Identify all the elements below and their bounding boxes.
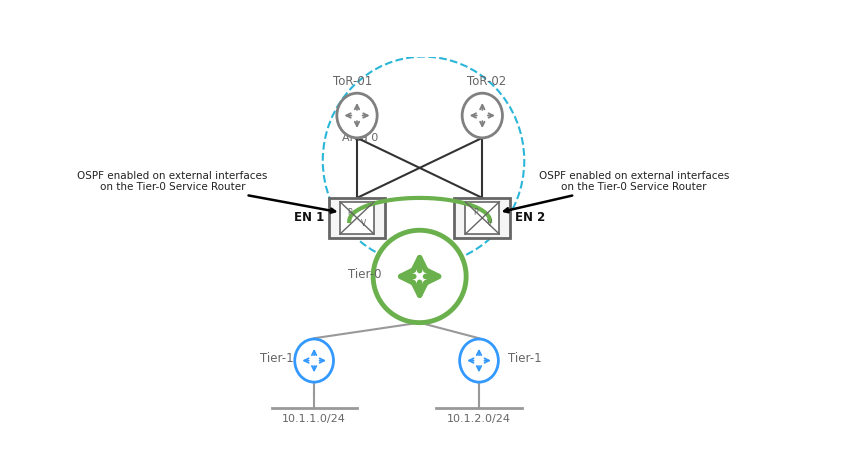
Text: V: V [487,219,492,228]
Circle shape [373,230,466,323]
Text: Tier-1: Tier-1 [260,352,294,365]
FancyBboxPatch shape [465,202,500,234]
Text: EN 1: EN 1 [294,211,324,224]
FancyBboxPatch shape [454,198,511,238]
Text: Tier-0: Tier-0 [348,267,382,281]
Text: OSPF enabled on external interfaces
on the Tier-0 Service Router: OSPF enabled on external interfaces on t… [505,171,729,212]
Text: P: P [473,208,477,217]
Ellipse shape [337,93,377,138]
Ellipse shape [460,339,499,382]
Text: P: P [348,208,352,217]
Ellipse shape [462,93,502,138]
Ellipse shape [294,339,334,382]
Text: ToR-01: ToR-01 [334,75,373,88]
Text: ToR-02: ToR-02 [466,75,505,88]
FancyBboxPatch shape [329,198,385,238]
FancyBboxPatch shape [340,202,374,234]
Text: OSPF enabled on external interfaces
on the Tier-0 Service Router: OSPF enabled on external interfaces on t… [77,171,335,213]
Text: Tier-1: Tier-1 [508,352,542,365]
Text: 10.1.1.0/24: 10.1.1.0/24 [283,414,346,424]
Text: V: V [362,219,367,228]
Text: Area 0: Area 0 [342,133,379,143]
Text: 10.1.2.0/24: 10.1.2.0/24 [447,414,511,424]
Text: EN 2: EN 2 [515,211,545,224]
